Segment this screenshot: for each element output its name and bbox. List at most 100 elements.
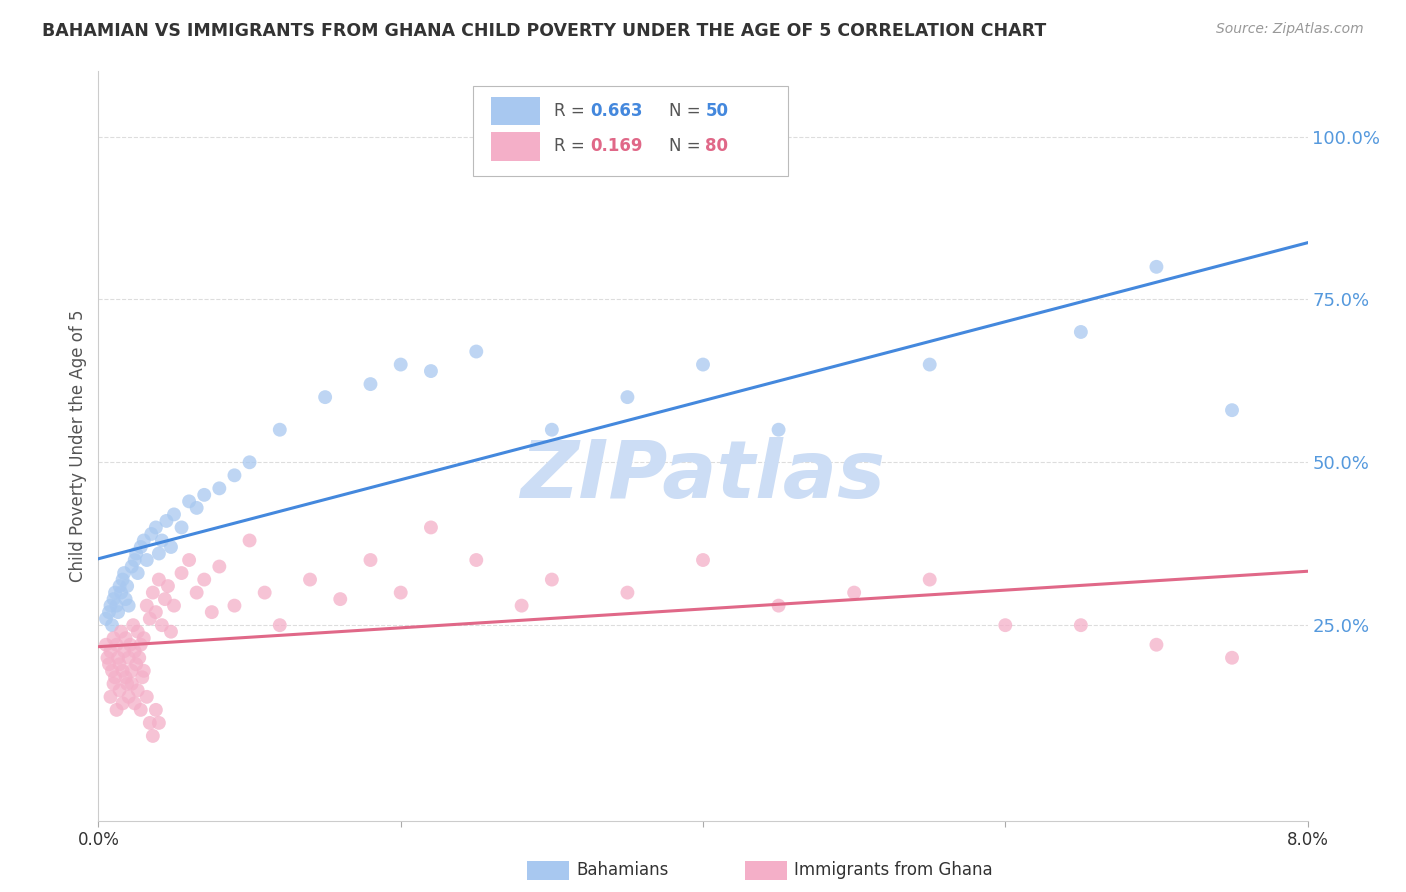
Point [104,585,127,599]
Point [121,559,143,574]
Point [540,423,562,437]
Point [148,573,170,587]
Point [98,657,121,672]
Point [103,631,125,645]
Point [616,390,638,404]
Point [100,599,122,613]
Point [131,670,153,684]
Point [120,638,142,652]
Point [105,599,128,613]
Point [145,520,167,534]
Point [1070,618,1092,632]
Point [1070,325,1092,339]
Text: Immigrants from Ghana: Immigrants from Ghana [794,861,993,879]
Point [186,585,208,599]
Point [100,690,122,704]
Point [135,599,157,613]
Text: ZIPatlas: ZIPatlas [520,437,886,515]
Point [125,547,148,561]
Point [253,585,276,599]
Point [145,605,167,619]
Point [132,631,155,645]
Point [115,579,138,593]
Point [145,703,167,717]
Point [105,638,128,652]
Point [124,644,146,658]
Point [616,585,638,599]
Point [208,481,231,495]
Point [148,715,170,730]
Point [160,624,183,639]
Point [156,579,179,593]
Point [132,664,155,678]
Point [465,553,488,567]
Point [122,618,145,632]
Text: Source: ZipAtlas.com: Source: ZipAtlas.com [1216,22,1364,37]
Point [170,566,193,580]
Text: N =: N = [669,102,706,120]
Point [768,599,790,613]
Point [125,657,148,672]
Point [540,573,562,587]
Y-axis label: Child Poverty Under the Age of 5: Child Poverty Under the Age of 5 [69,310,87,582]
Point [918,358,941,372]
Point [239,533,262,548]
Point [389,358,412,372]
Point [170,520,193,534]
Point [112,566,135,580]
Point [918,573,941,587]
Point [118,650,141,665]
Point [127,566,149,580]
Point [94,612,117,626]
Point [111,573,134,587]
Point [329,592,352,607]
Point [101,618,124,632]
Point [142,729,165,743]
Point [179,553,201,567]
Point [107,605,129,619]
Point [96,650,118,665]
Point [224,468,246,483]
Point [692,358,714,372]
Point [100,644,122,658]
FancyBboxPatch shape [492,132,540,161]
Text: Bahamians: Bahamians [576,861,669,879]
Point [98,605,121,619]
Point [224,599,246,613]
Point [193,573,215,587]
Point [129,638,152,652]
Point [121,677,143,691]
Point [768,423,790,437]
Point [465,344,488,359]
Point [201,605,224,619]
Point [118,599,141,613]
Point [1220,403,1243,417]
Point [420,520,443,534]
Point [360,553,382,567]
Point [1220,650,1243,665]
Text: 80: 80 [706,137,728,155]
Point [112,644,135,658]
Text: N =: N = [669,137,706,155]
Point [269,618,291,632]
Point [389,585,412,599]
Point [163,508,186,522]
Point [150,533,173,548]
Point [94,638,117,652]
Point [239,455,262,469]
Point [299,573,322,587]
FancyBboxPatch shape [474,87,787,177]
Point [111,697,134,711]
Point [114,670,136,684]
Point [114,592,136,607]
Point [111,664,134,678]
Point [135,553,157,567]
Text: 0.663: 0.663 [591,102,643,120]
Point [127,683,149,698]
Point [186,500,208,515]
Point [127,624,149,639]
Point [114,631,136,645]
Point [179,494,201,508]
Point [101,664,124,678]
Point [994,618,1017,632]
